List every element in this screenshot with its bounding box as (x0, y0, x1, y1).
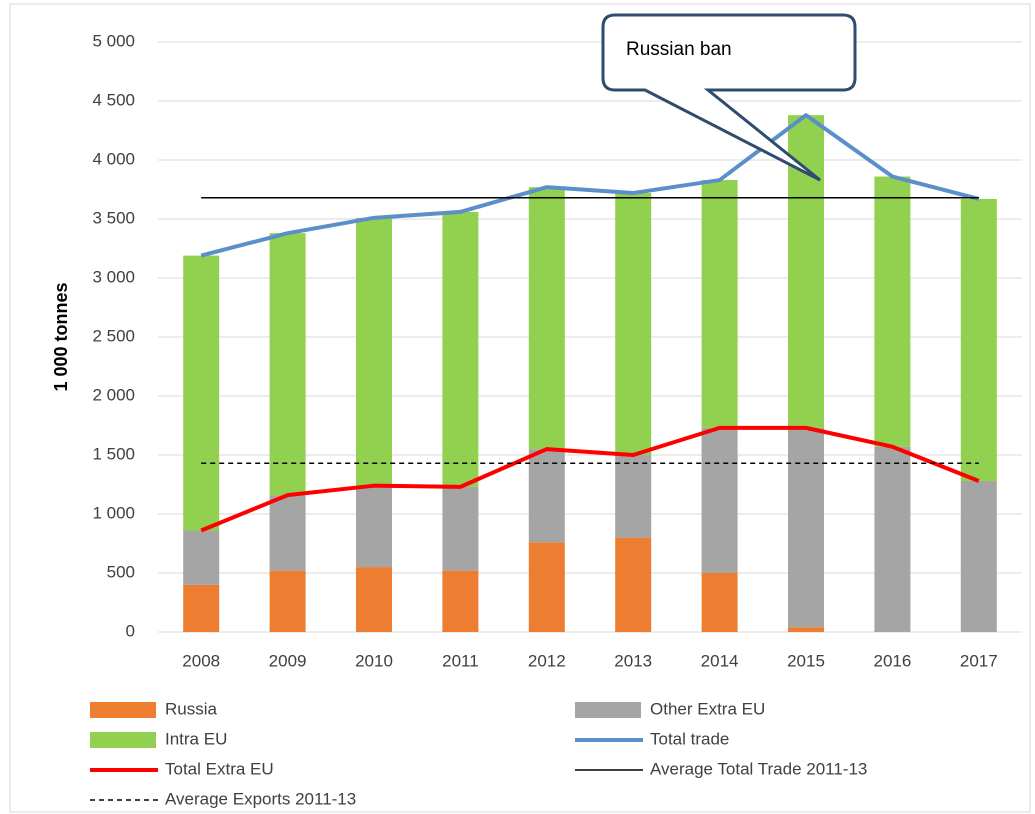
bar (615, 537, 652, 632)
bar (615, 455, 652, 538)
x-tick-label: 2010 (355, 651, 393, 670)
x-tick-label: 2014 (701, 651, 739, 670)
y-tick-label: 500 (107, 562, 135, 581)
x-tick-label: 2009 (269, 651, 307, 670)
bar (356, 567, 392, 632)
chart-border (9, 3, 1031, 813)
legend-swatch (575, 702, 641, 718)
bar (960, 480, 997, 632)
x-tick-label: 2013 (614, 651, 652, 670)
bar (874, 446, 911, 632)
bar (442, 570, 479, 632)
legend-label: Average Exports 2011-13 (165, 789, 356, 808)
bar (874, 176, 911, 447)
bar (269, 570, 306, 632)
bar (701, 427, 738, 573)
bar (788, 427, 824, 628)
bar (528, 542, 565, 632)
legend-label: Intra EU (165, 729, 227, 748)
y-tick-label: 3 000 (92, 267, 135, 286)
annotation: Russian ban (626, 39, 732, 60)
line (200, 113, 980, 258)
bar (528, 187, 565, 450)
x-tick-label: 2011 (442, 651, 479, 670)
bar (960, 198, 997, 481)
x-tick-label: 2012 (528, 651, 566, 670)
legend-swatch (90, 702, 156, 718)
bar (615, 193, 652, 456)
bar (183, 530, 220, 585)
x-tick-label: 2016 (873, 651, 911, 670)
y-axis-title: 1 000 tonnes (51, 282, 71, 391)
bar (442, 486, 479, 571)
bar (442, 211, 479, 487)
y-tick-label: 4 500 (92, 90, 135, 109)
bar (183, 255, 220, 531)
y-tick-label: 2 500 (92, 326, 135, 345)
callout (601, 13, 857, 182)
y-tick-label: 2 000 (92, 385, 135, 404)
y-tick-label: 4 000 (92, 149, 135, 168)
bar (269, 233, 306, 496)
legend-label: Average Total Trade 2011-13 (650, 759, 867, 778)
y-tick-label: 5 000 (92, 31, 135, 50)
bar (701, 180, 738, 428)
y-tick-label: 1 000 (92, 503, 135, 522)
bar (528, 449, 565, 543)
bar (183, 584, 220, 632)
bar (269, 495, 306, 571)
line (200, 425, 980, 533)
legend-swatch (90, 732, 156, 748)
y-tick-label: 3 500 (92, 208, 135, 227)
bar (356, 485, 392, 568)
legend-label: Russia (165, 699, 218, 718)
bar (356, 217, 392, 486)
x-tick-label: 2008 (182, 651, 220, 670)
bar (701, 573, 738, 632)
legend-label: Total trade (650, 729, 729, 748)
legend-label: Other Extra EU (650, 699, 765, 718)
y-tick-label: 0 (126, 621, 135, 640)
x-tick-label: 2015 (787, 651, 825, 670)
bar (788, 627, 824, 632)
legend-label: Total Extra EU (165, 759, 274, 778)
y-tick-label: 1 500 (92, 444, 135, 463)
x-tick-label: 2017 (960, 651, 998, 670)
